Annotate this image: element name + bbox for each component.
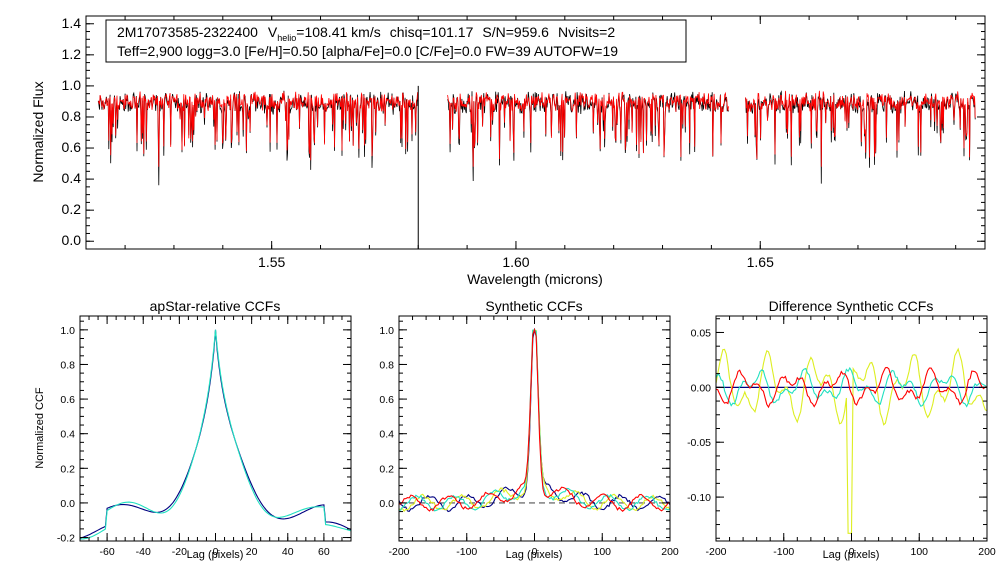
spectrum-xlabel: Wavelength (microns) xyxy=(467,271,603,287)
synthetic_ccf-xtick-label: 200 xyxy=(661,546,679,558)
apstar_ccf-xtick-label: -20 xyxy=(172,546,187,558)
synthetic_ccf-ytick-label: 1.0 xyxy=(379,325,394,337)
synthetic_ccf-series-4 xyxy=(398,327,671,512)
apstar_ccf-xtick-label: 20 xyxy=(246,546,258,558)
synthetic_ccf-xtick-label: 0 xyxy=(532,546,538,558)
apstar_ccf-ytick-label: 0.8 xyxy=(60,359,75,371)
synthetic_ccf-xtick-label: -100 xyxy=(456,546,477,558)
synthetic_ccf-ytick-label: 0.4 xyxy=(379,429,394,441)
apstar_ccf-xtick-label: -60 xyxy=(100,546,115,558)
apstar_ccf-xtick-label: -40 xyxy=(136,546,151,558)
synthetic_ccf-series-2 xyxy=(398,329,671,513)
apstar_ccf-ytick-label: 0.2 xyxy=(60,463,75,475)
spectrum-xtick-label: 1.55 xyxy=(258,254,285,270)
spectrum-xtick-label: 1.65 xyxy=(747,254,774,270)
difference_ccf-ytick-label: -0.05 xyxy=(687,437,711,449)
difference-ccf-xlabel: Lag (pixels) xyxy=(823,549,880,561)
spectrum-ytick-label: 0.6 xyxy=(62,139,82,155)
synthetic-ccf-ticks: -200 -100 0 100 200 0.0 0.2 0.4 0.6 0.8 1.0 xyxy=(379,316,679,558)
spectrum-synthetic-line xyxy=(447,91,729,167)
apstar-ccf-data xyxy=(79,329,352,540)
spectrum-synthetic-line xyxy=(97,91,419,167)
spectrum-ytick-label: 0.4 xyxy=(62,170,82,186)
spectrum-synthetic-line xyxy=(745,90,976,167)
synthetic_ccf-xtick-label: -200 xyxy=(388,546,409,558)
difference_ccf-xtick-label: -100 xyxy=(773,546,794,558)
synthetic_ccf-xtick-label: 100 xyxy=(593,546,611,558)
chisq-value: chisq=101.17 xyxy=(390,24,474,40)
synthetic_ccf-series-1 xyxy=(398,327,671,513)
difference_ccf-ytick-label: 0.00 xyxy=(691,382,712,394)
difference_ccf-ytick-label: 0.05 xyxy=(691,327,712,339)
spectrum-ytick-label: 1.4 xyxy=(62,15,82,31)
difference_ccf-xtick-label: 0 xyxy=(849,546,855,558)
spectrum-ticks: 1.55 1.60 1.65 0.0 0.2 0.4 0.6 0.8 1.0 1.2 1.4 xyxy=(62,15,985,270)
vhelio-subscript: helio xyxy=(277,33,296,43)
spectrum-ytick-label: 0.8 xyxy=(62,108,82,124)
synthetic_ccf-ytick-label: 0.8 xyxy=(379,359,394,371)
apstar_ccf-xtick-label: 60 xyxy=(318,546,330,558)
spectrum-ytick-label: 0.2 xyxy=(62,201,82,217)
difference_ccf-series-1 xyxy=(715,347,988,534)
apstar-ccf-ylabel: Normalized CCF xyxy=(34,387,46,469)
difference_ccf-ytick-label: -0.10 xyxy=(687,492,711,504)
apstar_ccf-xtick-label: 40 xyxy=(282,546,294,558)
nvisits-value: Nvisits=2 xyxy=(558,24,615,40)
synthetic_ccf-ytick-label: 0.0 xyxy=(379,498,394,510)
spectrum-ylabel: Normalized Flux xyxy=(30,81,46,182)
synthetic_ccf-series-3 xyxy=(399,329,671,512)
synthetic_ccf-ytick-label: 0.2 xyxy=(379,463,394,475)
apstar-ccf-ticks: -60 -40 -20 0 20 40 60 -0.2 0.0 0.2 0.4 0.6 0.8 1.0 xyxy=(57,316,352,558)
apstar-ccf-title: apStar-relative CCFs xyxy=(150,298,281,314)
difference_ccf-series-2 xyxy=(715,366,988,408)
synthetic_ccf-ytick-label: 0.6 xyxy=(379,394,394,406)
difference_ccf-xtick-label: 200 xyxy=(978,546,996,558)
apstar_ccf-ytick-label: -0.2 xyxy=(57,533,75,545)
vhelio-symbol: V xyxy=(268,24,278,40)
synthetic-ccf-xlabel: Lag (pixels) xyxy=(506,549,563,561)
spectrum-ytick-label: 1.0 xyxy=(62,77,82,93)
synthetic-ccf-title: Synthetic CCFs xyxy=(485,298,582,314)
synthetic-ccf-frame xyxy=(398,315,671,542)
difference_ccf-xtick-label: 100 xyxy=(910,546,928,558)
difference_ccf-series-3 xyxy=(715,366,988,409)
synthetic-ccf-data xyxy=(398,327,671,513)
difference-ccf-title: Difference Synthetic CCFs xyxy=(769,298,934,314)
difference-ccf-data xyxy=(715,347,988,534)
difference_ccf-xtick-label: -200 xyxy=(705,546,726,558)
apstar-ccf-xlabel: Lag (pixels) xyxy=(187,549,244,561)
sn-value: S/N=959.6 xyxy=(482,24,549,40)
apstar_ccf-ytick-label: 0.4 xyxy=(60,429,75,441)
star-id: 2M17073585-2322400 xyxy=(117,24,258,40)
apstar_ccf-series-1 xyxy=(79,329,352,539)
spectrum-data xyxy=(97,85,976,249)
apstar_ccf-xtick-label: 0 xyxy=(213,546,219,558)
spectrum-ytick-label: 1.2 xyxy=(62,46,82,62)
apstar_ccf-series-2 xyxy=(79,329,352,540)
spectrum-info-line1: 2M17073585-2322400 Vhelio=108.41 km/s chis… xyxy=(117,24,615,43)
apstar_ccf-ytick-label: 1.0 xyxy=(60,325,75,337)
apstar_ccf-ytick-label: 0.6 xyxy=(60,394,75,406)
vhelio-value: =108.41 km/s xyxy=(296,24,380,40)
difference-ccf-ticks: -200 -100 0 100 200 -0.10 -0.05 0.00 0.05 xyxy=(687,316,996,558)
spectrum-xtick-label: 1.60 xyxy=(502,254,529,270)
spectrum-info-line2: Teff=2,900 logg=3.0 [Fe/H]=0.50 [alpha/F… xyxy=(117,43,618,59)
spectrum-info-box xyxy=(105,19,687,63)
spectrum-ytick-label: 0.0 xyxy=(62,232,82,248)
apstar_ccf-ytick-label: 0.0 xyxy=(60,498,75,510)
